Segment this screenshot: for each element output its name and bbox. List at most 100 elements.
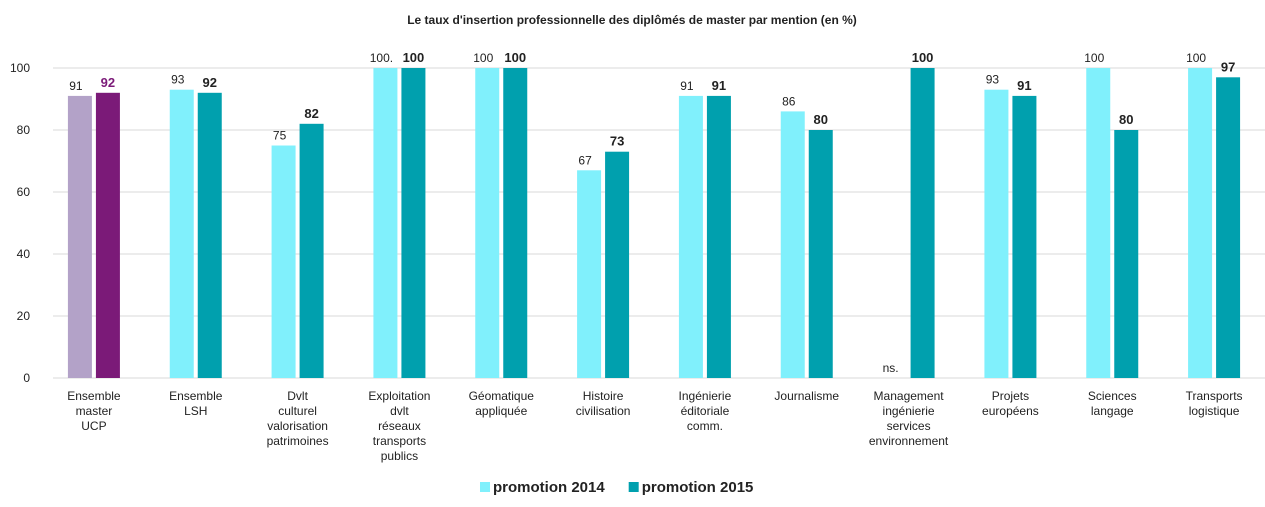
bar [910,68,935,378]
y-tick-label: 60 [17,185,31,199]
y-tick-label: 40 [17,247,31,261]
x-tick-line: Projets [992,389,1029,403]
data-label: 75 [273,129,287,143]
x-tick-label: Histoire civilisation [576,389,631,418]
bar [1216,77,1241,379]
x-tick-line: civilisation [576,404,631,418]
data-label: 67 [578,153,592,167]
x-tick-label: Ingénierie éditoriale comm. [679,389,732,433]
x-tick-label: Journalisme [774,389,839,403]
x-tick-line: patrimoines [267,434,329,448]
x-tick-line: services [887,419,931,433]
data-label: 91 [680,79,694,93]
legend-swatch [480,482,490,492]
bar [197,92,222,379]
x-tick-line: Dvlt [287,389,308,403]
x-tick-line: valorisation [267,419,328,433]
bar [984,89,1009,378]
data-label: 82 [304,106,318,121]
data-label: 86 [782,94,796,108]
x-tick-line: Ensemble [67,389,121,403]
x-tick-line: master [76,404,113,418]
bar [678,95,703,379]
x-tick-label: Géomatique appliquée [469,389,535,418]
data-label: 80 [814,112,828,127]
bar [1188,68,1213,378]
x-tick-line: transports [373,434,426,448]
y-tick-label: 20 [17,309,31,323]
x-tick-line: comm. [687,419,723,433]
x-tick-line: langage [1091,404,1134,418]
x-tick-line: Management [874,389,945,403]
x-tick-line: éditoriale [681,404,730,418]
x-tick-line: culturel [278,404,317,418]
x-tick-line: appliquée [475,404,527,418]
x-tick-line: réseaux [378,419,421,433]
bar [808,130,833,378]
y-tick-label: 100 [10,61,30,75]
data-label: 100 [403,50,425,65]
x-tick-label: Sciences langage [1088,389,1137,418]
x-tick-line: dvlt [390,404,409,418]
bar [475,68,500,378]
x-tick-label: Management ingénierie services environnemen… [869,389,949,448]
bar [169,89,194,378]
x-tick-line: européens [982,404,1039,418]
bar [299,123,324,378]
x-tick-line: LSH [184,404,207,418]
data-label: 93 [986,73,1000,87]
data-label: 80 [1119,112,1133,127]
bar [780,111,805,379]
legend-label: promotion 2014 [493,479,605,496]
data-label: 73 [610,134,624,149]
x-tick-line: Exploitation [368,389,430,403]
x-tick-line: Ingénierie [679,389,732,403]
x-tick-label: Exploitation dvlt réseaux transports publics [368,389,430,463]
bar [577,170,602,378]
data-label: 92 [101,75,115,90]
x-tick-line: Transports [1186,389,1243,403]
bar [95,92,120,379]
x-tick-line: ingénierie [883,404,935,418]
data-label: 100. [370,51,393,65]
data-label: ns. [883,361,899,375]
data-label: 91 [1017,78,1031,93]
data-label: 100 [912,50,934,65]
bar [1114,130,1139,378]
data-label: 92 [203,75,217,90]
bar [401,68,426,378]
data-label: 91 [712,78,726,93]
data-label: 100 [473,51,493,65]
x-tick-line: Géomatique [469,389,535,403]
bar [503,68,528,378]
bar [271,145,296,378]
bar [1012,95,1037,379]
chart-title: Le taux d'insertion professionnelle des … [407,13,857,27]
bar [605,151,630,378]
x-tick-line: Ensemble [169,389,223,403]
x-tick-line: environnement [869,434,949,448]
x-tick-label: Ensemble master UCP [67,389,121,433]
bar [373,68,398,378]
x-tick-label: Dvlt culturel valorisation patrimoines [267,389,329,448]
x-tick-line: logistique [1189,404,1240,418]
legend-label: promotion 2015 [642,479,754,496]
x-tick-line: Sciences [1088,389,1137,403]
data-label: 91 [69,79,83,93]
data-label: 93 [171,73,185,87]
x-tick-label: Ensemble LSH [169,389,223,418]
bar [67,95,92,379]
x-tick-label: Transports logistique [1186,389,1243,418]
data-label: 100 [1084,51,1104,65]
x-tick-line: Journalisme [774,389,839,403]
data-label: 97 [1221,59,1235,74]
x-tick-label: Projets européens [982,389,1039,418]
x-tick-line: UCP [81,419,106,433]
data-label: 100 [1186,51,1206,65]
bar [706,95,731,379]
x-tick-line: publics [381,449,418,463]
legend-swatch [628,482,639,492]
y-tick-label: 80 [17,123,31,137]
data-label: 100 [504,50,526,65]
